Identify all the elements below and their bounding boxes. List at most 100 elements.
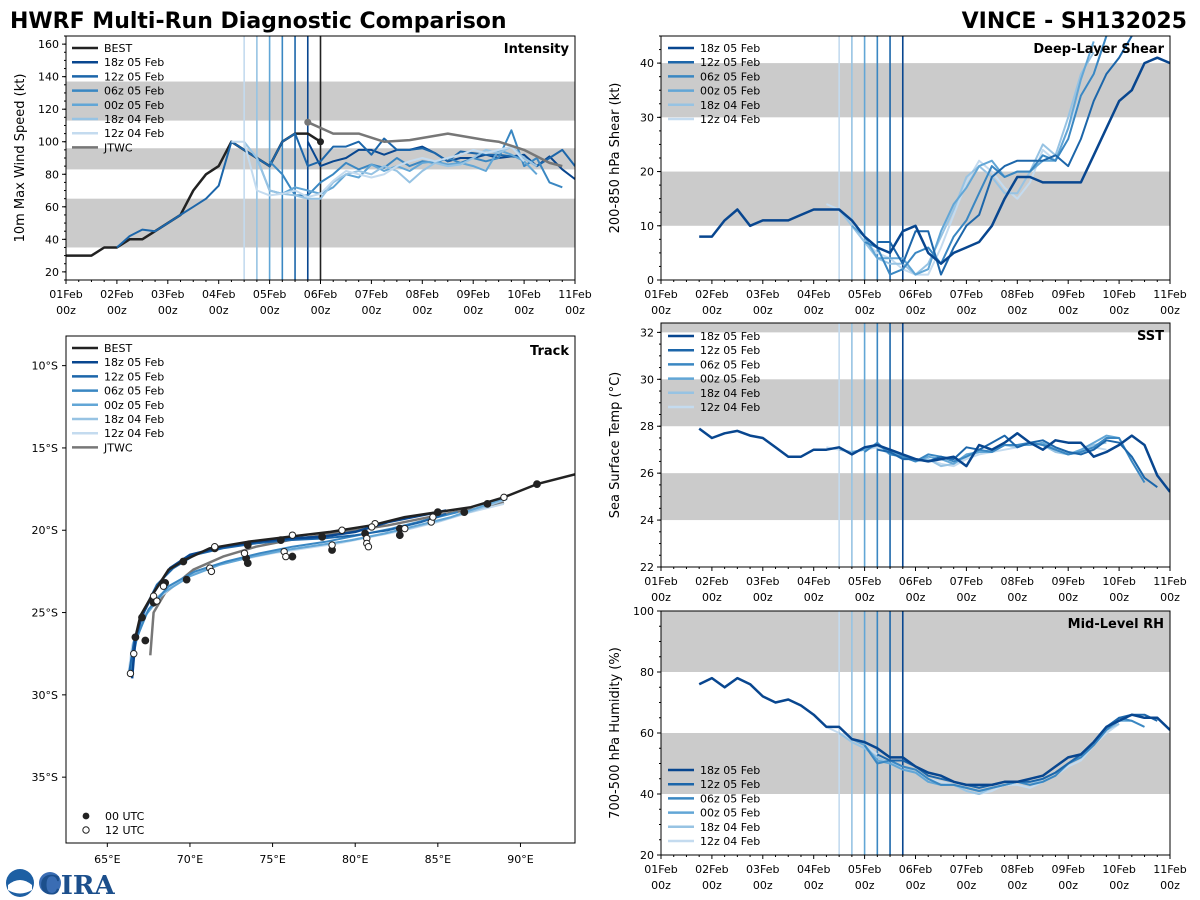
track-title: Track — [530, 344, 569, 359]
track-marker-12utc-20 — [288, 531, 297, 539]
rh-xtick-label-hour: 00z — [651, 879, 671, 892]
storm-title: VINCE - SH132025 — [962, 9, 1187, 34]
track-marker-00utc-4 — [179, 557, 188, 566]
sst-xtick-label-hour: 00z — [906, 591, 926, 604]
intensity-xtick-label-hour: 00z — [514, 304, 534, 317]
shear-legend-label-18z-05-feb: 18z 05 Feb — [700, 42, 760, 55]
rh-series-06z-05-feb — [863, 716, 1145, 792]
sst-legend-label-06z-05-feb: 06z 05 Feb — [700, 358, 760, 371]
intensity-series-12z-05-feb — [116, 132, 575, 249]
sst-xtick-label-day: 11Feb — [1153, 575, 1186, 588]
intensity-xtick-label-hour: 00z — [209, 304, 229, 317]
track-xtick-label: 75°E — [259, 853, 285, 866]
rh-legend-label-18z-04-feb: 18z 04 Feb — [700, 821, 760, 834]
rh-xtick-label-hour: 00z — [1007, 879, 1027, 892]
intensity-ytick-label: 40 — [45, 233, 59, 246]
sst-band-0 — [661, 473, 1170, 521]
sst-xtick-label-hour: 00z — [1058, 591, 1078, 604]
shear-ytick-label: 30 — [640, 111, 654, 124]
cira-wordmark: CIRA — [40, 871, 115, 900]
intensity-xtick-label-day: 09Feb — [456, 288, 489, 301]
sst-xtick-label-day: 06Feb — [899, 575, 932, 588]
intensity-series-12z-04-feb — [231, 140, 525, 198]
shear-legend-label-12z-05-feb: 12z 05 Feb — [700, 56, 760, 69]
intensity-plot-area — [66, 36, 575, 280]
track-marker-00utc-14 — [460, 508, 469, 517]
intensity-xtick-label-day: 05Feb — [253, 288, 286, 301]
track-marker-00utc-0 — [131, 633, 140, 642]
shear-xtick-label-hour: 00z — [1160, 304, 1180, 317]
track-series-jtwc — [149, 501, 505, 656]
shear-series-18z-04-feb — [838, 51, 1095, 276]
sst-xtick-label-day: 08Feb — [1001, 575, 1034, 588]
rh-legend-label-00z-05-feb: 00z 05 Feb — [700, 807, 760, 820]
track-legend-label-12z-05-feb: 12z 05 Feb — [104, 370, 164, 383]
track-marker-12utc-19 — [211, 543, 219, 551]
shear-xtick-label-day: 01Feb — [644, 288, 677, 301]
intensity-legend-label-18z-04-feb: 18z 04 Feb — [104, 113, 164, 126]
shear-xtick-label-hour: 00z — [906, 304, 926, 317]
rh-xtick-label-hour: 00z — [957, 879, 977, 892]
intensity-xtick-label-hour: 00z — [260, 304, 280, 317]
rh-title: Mid-Level RH — [1068, 617, 1164, 632]
sst-plot-area — [661, 323, 1170, 567]
track-xtick-label: 65°E — [94, 853, 120, 866]
noaa-wave-icon — [8, 880, 32, 894]
track-marker-12utc-17 — [429, 513, 437, 521]
sst-xtick-label-hour: 00z — [1007, 591, 1027, 604]
track-marker-12utc-7 — [240, 549, 249, 557]
shear-xtick-label-hour: 00z — [651, 304, 671, 317]
sst-ytick-label: 30 — [640, 373, 654, 386]
track-marker-12utc-22 — [368, 523, 376, 531]
track-legend-label-12z-04-feb: 12z 04 Feb — [104, 427, 164, 440]
rh-legend-label-06z-05-feb: 06z 05 Feb — [700, 792, 760, 805]
track-xtick-label: 80°E — [342, 853, 368, 866]
intensity-xtick-label-hour: 00z — [107, 304, 127, 317]
track-marker-12utc-1 — [130, 649, 138, 658]
intensity-ylabel: 10m Max Wind Speed (kt) — [13, 74, 28, 243]
intensity-series-06z-05-feb — [268, 129, 563, 197]
sst-ylabel: Sea Surface Temp (°C) — [608, 372, 623, 519]
shear-xtick-label-day: 05Feb — [848, 288, 881, 301]
intensity-ytick-label: 60 — [45, 201, 59, 214]
panel-sst: 22 24 26 28 30 32 01Feb 00z 02Feb 00z 03Feb 00z 04Fe… — [608, 322, 1187, 604]
sst-xtick-label-day: 04Feb — [797, 575, 830, 588]
intensity-ytick-label: 100 — [38, 136, 59, 149]
shear-xtick-label-hour: 00z — [1058, 304, 1078, 317]
sst-xtick-label-hour: 00z — [702, 591, 722, 604]
track-marker-12utc-13 — [364, 543, 373, 551]
intensity-legend-label-00z-05-feb: 00z 05 Feb — [104, 99, 164, 112]
track-series-00z-05-feb — [129, 496, 508, 672]
shear-ytick-label: 20 — [640, 166, 654, 179]
track-xtick-label: 70°E — [177, 853, 203, 866]
shear-xtick-label-hour: 00z — [957, 304, 977, 317]
intensity-marker-jtwc-0 — [304, 118, 312, 126]
shear-xtick-label-day: 06Feb — [899, 288, 932, 301]
track-legend-label-06z-05-feb: 06z 05 Feb — [104, 385, 164, 398]
sst-xtick-label-day: 09Feb — [1051, 575, 1084, 588]
shear-legend-label-00z-05-feb: 00z 05 Feb — [700, 85, 760, 98]
sst-ytick-label: 22 — [640, 561, 654, 574]
intensity-xtick-label-hour: 00z — [412, 304, 432, 317]
rh-legend-label-18z-05-feb: 18z 05 Feb — [700, 764, 760, 777]
sst-xtick-label-hour: 00z — [753, 591, 773, 604]
intensity-title: Intensity — [504, 42, 570, 57]
shear-xtick-label-day: 02Feb — [695, 288, 728, 301]
intensity-xtick-label-day: 03Feb — [151, 288, 184, 301]
track-marker-12utc-15 — [401, 524, 409, 533]
rh-ytick-label: 20 — [640, 849, 654, 862]
shear-xtick-label-day: 07Feb — [950, 288, 983, 301]
track-ytick-label: 25°S — [32, 607, 58, 620]
rh-xtick-label-day: 11Feb — [1153, 863, 1186, 876]
rh-ytick-label: 60 — [640, 727, 654, 740]
intensity-xtick-label-hour: 00z — [56, 304, 76, 317]
track-legend-12utc-marker — [82, 826, 90, 834]
track-ytick-label: 30°S — [32, 689, 58, 702]
shear-xtick-label-hour: 00z — [753, 304, 773, 317]
sst-ytick-label: 32 — [640, 326, 654, 339]
sst-legend-label-00z-05-feb: 00z 05 Feb — [700, 373, 760, 386]
rh-legend-label-12z-05-feb: 12z 05 Feb — [700, 778, 760, 791]
track-marker-00utc-8 — [318, 532, 327, 541]
panel-track: 65°E 70°E 75°E 80°E 85°E 90°E 10°S 15°S 20°S 25°S… — [32, 335, 576, 866]
sst-legend-label-18z-05-feb: 18z 05 Feb — [700, 330, 760, 343]
